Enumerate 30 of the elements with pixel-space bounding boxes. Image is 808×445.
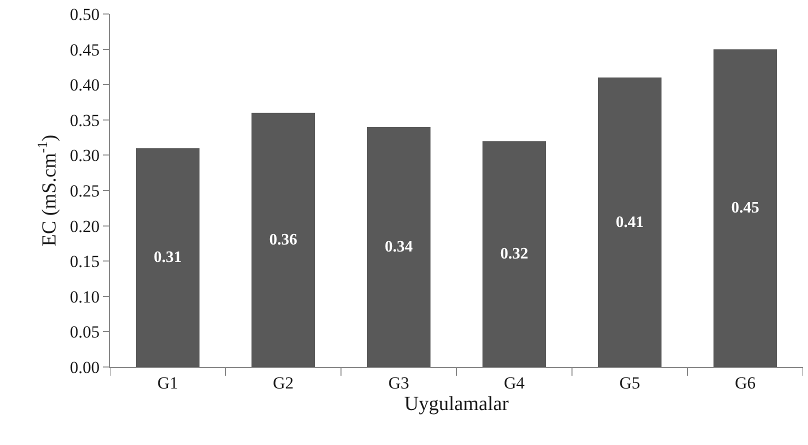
data-label: 0.31 [154,249,182,266]
x-axis-title: Uygulamalar [404,392,510,415]
data-label: 0.34 [384,238,413,256]
bar [482,141,546,367]
y-tick-label: 0.15 [70,252,100,272]
data-label: 0.32 [500,246,528,263]
x-tick-label: G3 [388,373,410,392]
y-tick-label: 0.00 [70,358,100,377]
data-label: 0.45 [731,200,760,217]
x-tick-label: G2 [272,373,294,392]
x-tick-label: G4 [504,373,526,392]
bar [713,49,778,367]
x-tick-label: G1 [157,373,178,392]
y-tick-label: 0.50 [70,4,100,24]
y-tick-label: 0.45 [70,40,100,60]
x-tick-label: G6 [734,373,756,392]
y-tick-label: 0.40 [70,76,100,95]
y-tick-label: 0.30 [70,146,100,166]
bar [366,126,431,367]
y-tick-label: 0.10 [70,287,100,306]
x-tick-label: G5 [619,373,640,392]
data-label: 0.36 [269,231,298,248]
bar [598,78,662,367]
bar [251,112,316,367]
y-tick-label: 0.05 [70,322,100,342]
bar [136,148,200,367]
data-label: 0.41 [616,214,644,231]
y-tick-label: 0.25 [70,181,100,200]
y-tick-label: 0.35 [70,110,100,130]
y-tick-label: 0.20 [70,216,100,236]
